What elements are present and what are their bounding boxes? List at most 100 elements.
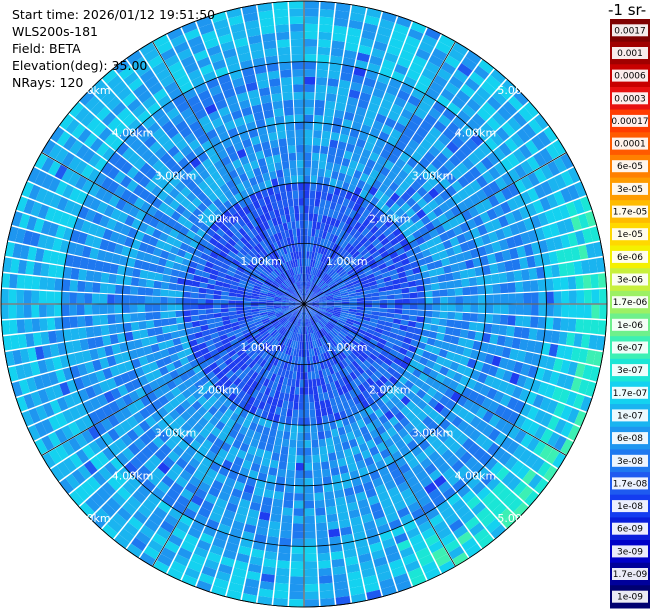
ray-gate: [291, 295, 298, 300]
ray-gate: [337, 87, 350, 97]
ray-gate: [504, 260, 514, 272]
ray-gate: [331, 316, 339, 322]
ray-gate: [313, 268, 318, 276]
ray-gate: [322, 360, 329, 369]
ray-gate: [295, 379, 300, 388]
ray-gate: [196, 337, 205, 345]
ray-gate: [435, 355, 446, 366]
ray-gate: [87, 425, 101, 440]
ray-gate: [150, 343, 160, 353]
ray-gate: [591, 289, 600, 304]
ray-gate: [363, 251, 372, 260]
ray-gate: [294, 386, 300, 395]
ray-gate: [266, 396, 274, 405]
ray-gate: [404, 269, 414, 277]
ray-gate: [344, 174, 353, 184]
ray-gate: [305, 289, 308, 297]
ray-gate: [289, 16, 304, 25]
ray-gate: [218, 204, 228, 214]
ray-gate: [258, 304, 267, 307]
ray-gate: [293, 363, 298, 372]
ray-gate: [205, 304, 214, 309]
ray-gate: [279, 285, 287, 291]
ray-gate: [158, 395, 169, 406]
ray-gate: [126, 257, 136, 268]
ray-gate: [398, 223, 408, 233]
ray-gate: [181, 574, 198, 587]
ray-gate: [466, 118, 481, 133]
ray-gate: [297, 364, 301, 373]
ray-gate: [168, 87, 183, 101]
ray-gate: [348, 236, 357, 245]
ray-gate: [484, 375, 495, 387]
ray-gate: [223, 278, 232, 285]
ray-gate: [580, 396, 592, 412]
ray-gate: [202, 390, 213, 401]
ray-gate: [147, 102, 161, 116]
ray-gate: [356, 331, 365, 338]
ray-gate: [314, 268, 320, 277]
ray-gate: [462, 287, 471, 296]
ray-gate: [469, 522, 485, 537]
ray-gate: [318, 297, 326, 300]
ray-gate: [368, 280, 378, 287]
ray-gate: [250, 371, 259, 381]
ray-gate: [293, 275, 297, 283]
ray-gate: [345, 104, 357, 114]
ray-gate: [482, 170, 495, 184]
ray-gate: [410, 260, 420, 269]
ray-gate: [513, 194, 526, 208]
ray-gate: [266, 187, 275, 196]
ray-gate: [349, 380, 358, 390]
ray-gate: [425, 61, 440, 74]
ray-gate: [223, 398, 233, 408]
ray-gate: [269, 234, 277, 244]
ray-gate: [553, 435, 567, 451]
ray-gate: [332, 163, 341, 173]
ray-gate: [435, 242, 446, 253]
ray-gate: [305, 311, 308, 319]
ray-gate: [40, 331, 50, 345]
ray-gate: [367, 277, 376, 283]
ray-gate: [181, 422, 193, 434]
ray-gate: [132, 104, 147, 118]
ray-gate: [311, 439, 319, 448]
colorbar-label-bg: [612, 69, 648, 82]
ray-gate: [117, 507, 132, 522]
ray-gate: [308, 266, 312, 275]
ray-gate: [371, 206, 380, 216]
ray-gate: [228, 151, 239, 163]
ray-gate: [132, 171, 145, 184]
ray-gate: [339, 205, 347, 214]
ray-gate: [162, 373, 173, 384]
ray-gate: [316, 269, 322, 277]
ray-gate: [466, 358, 477, 369]
ray-gate: [425, 359, 436, 369]
ray-gate: [116, 452, 130, 466]
ray-gate: [164, 206, 176, 217]
ray-gate: [318, 160, 327, 170]
ray-gate: [473, 528, 490, 543]
ray-gate: [350, 273, 358, 280]
ray-gate: [295, 470, 304, 479]
ray-gate: [488, 194, 500, 208]
ray-gate: [242, 179, 252, 190]
ray-gate: [324, 265, 331, 274]
ray-gate: [262, 378, 270, 387]
ray-gate: [551, 386, 564, 402]
ray-gate: [294, 274, 299, 283]
ray-gate: [68, 156, 82, 171]
ray-gate: [74, 243, 85, 257]
ray-gate: [492, 90, 507, 106]
ray-gate: [255, 253, 264, 261]
ray-gate: [390, 273, 400, 281]
ray-gate: [462, 250, 473, 261]
ray-gate: [231, 258, 241, 266]
ray-gate: [70, 267, 80, 280]
ray-gate: [308, 282, 311, 290]
ray-gate: [468, 206, 480, 218]
ray-gate: [280, 368, 287, 378]
ray-gate: [225, 55, 239, 67]
ray-gate: [283, 393, 290, 402]
